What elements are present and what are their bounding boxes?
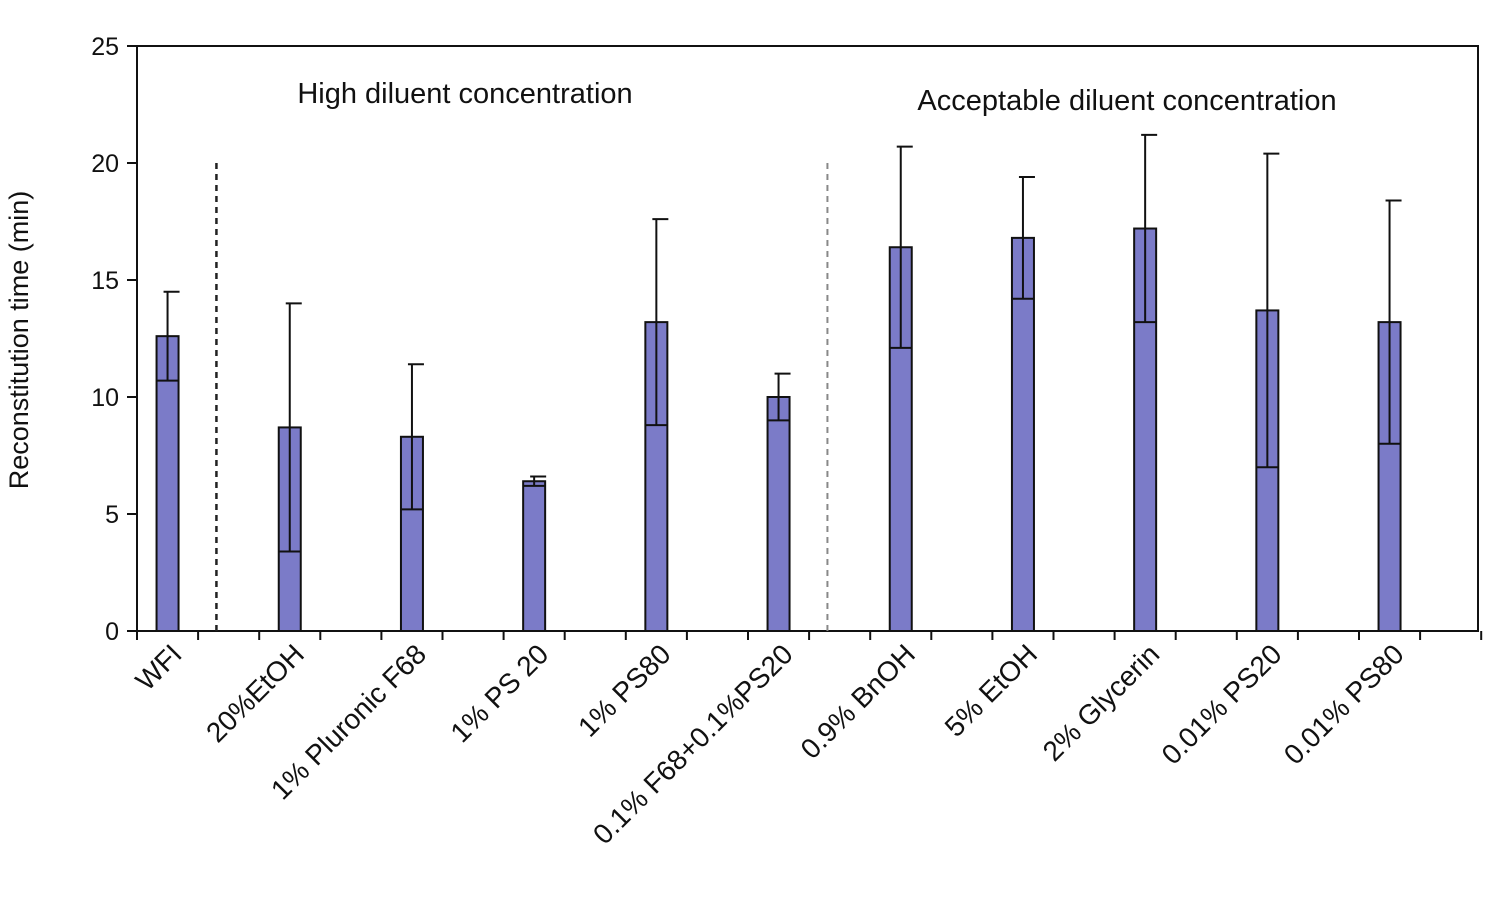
plot-frame [136,45,1479,632]
category-label: 5% EtOH [939,638,1043,742]
category-label: WFI [130,638,188,696]
y-tick-label: 25 [91,33,119,61]
category-label: 0.01% PS80 [1278,638,1410,770]
annotation-acceptable-concentration: Acceptable diluent concentration [917,85,1336,117]
category-label: 1% PS80 [572,638,676,742]
y-tick-label: 15 [91,267,119,295]
category-label: 2% Glycerin [1037,638,1166,767]
category-label: 20%EtOH [200,638,310,748]
category-label: 0.9% BnOH [795,638,921,764]
category-label: 0.1% F68+0.1%PS20 [587,638,799,850]
category-label: 1% PS 20 [444,638,554,748]
bar [522,480,547,632]
bar [766,396,791,632]
category-label: 0.01% PS20 [1156,638,1288,770]
y-tick-label: 5 [105,501,119,529]
y-tick-label: 10 [91,384,119,412]
y-tick-label: 20 [91,150,119,178]
y-axis-title: Reconstitution time (min) [4,191,34,490]
y-tick-label: 0 [105,618,119,646]
annotation-high-concentration: High diluent concentration [297,78,632,110]
